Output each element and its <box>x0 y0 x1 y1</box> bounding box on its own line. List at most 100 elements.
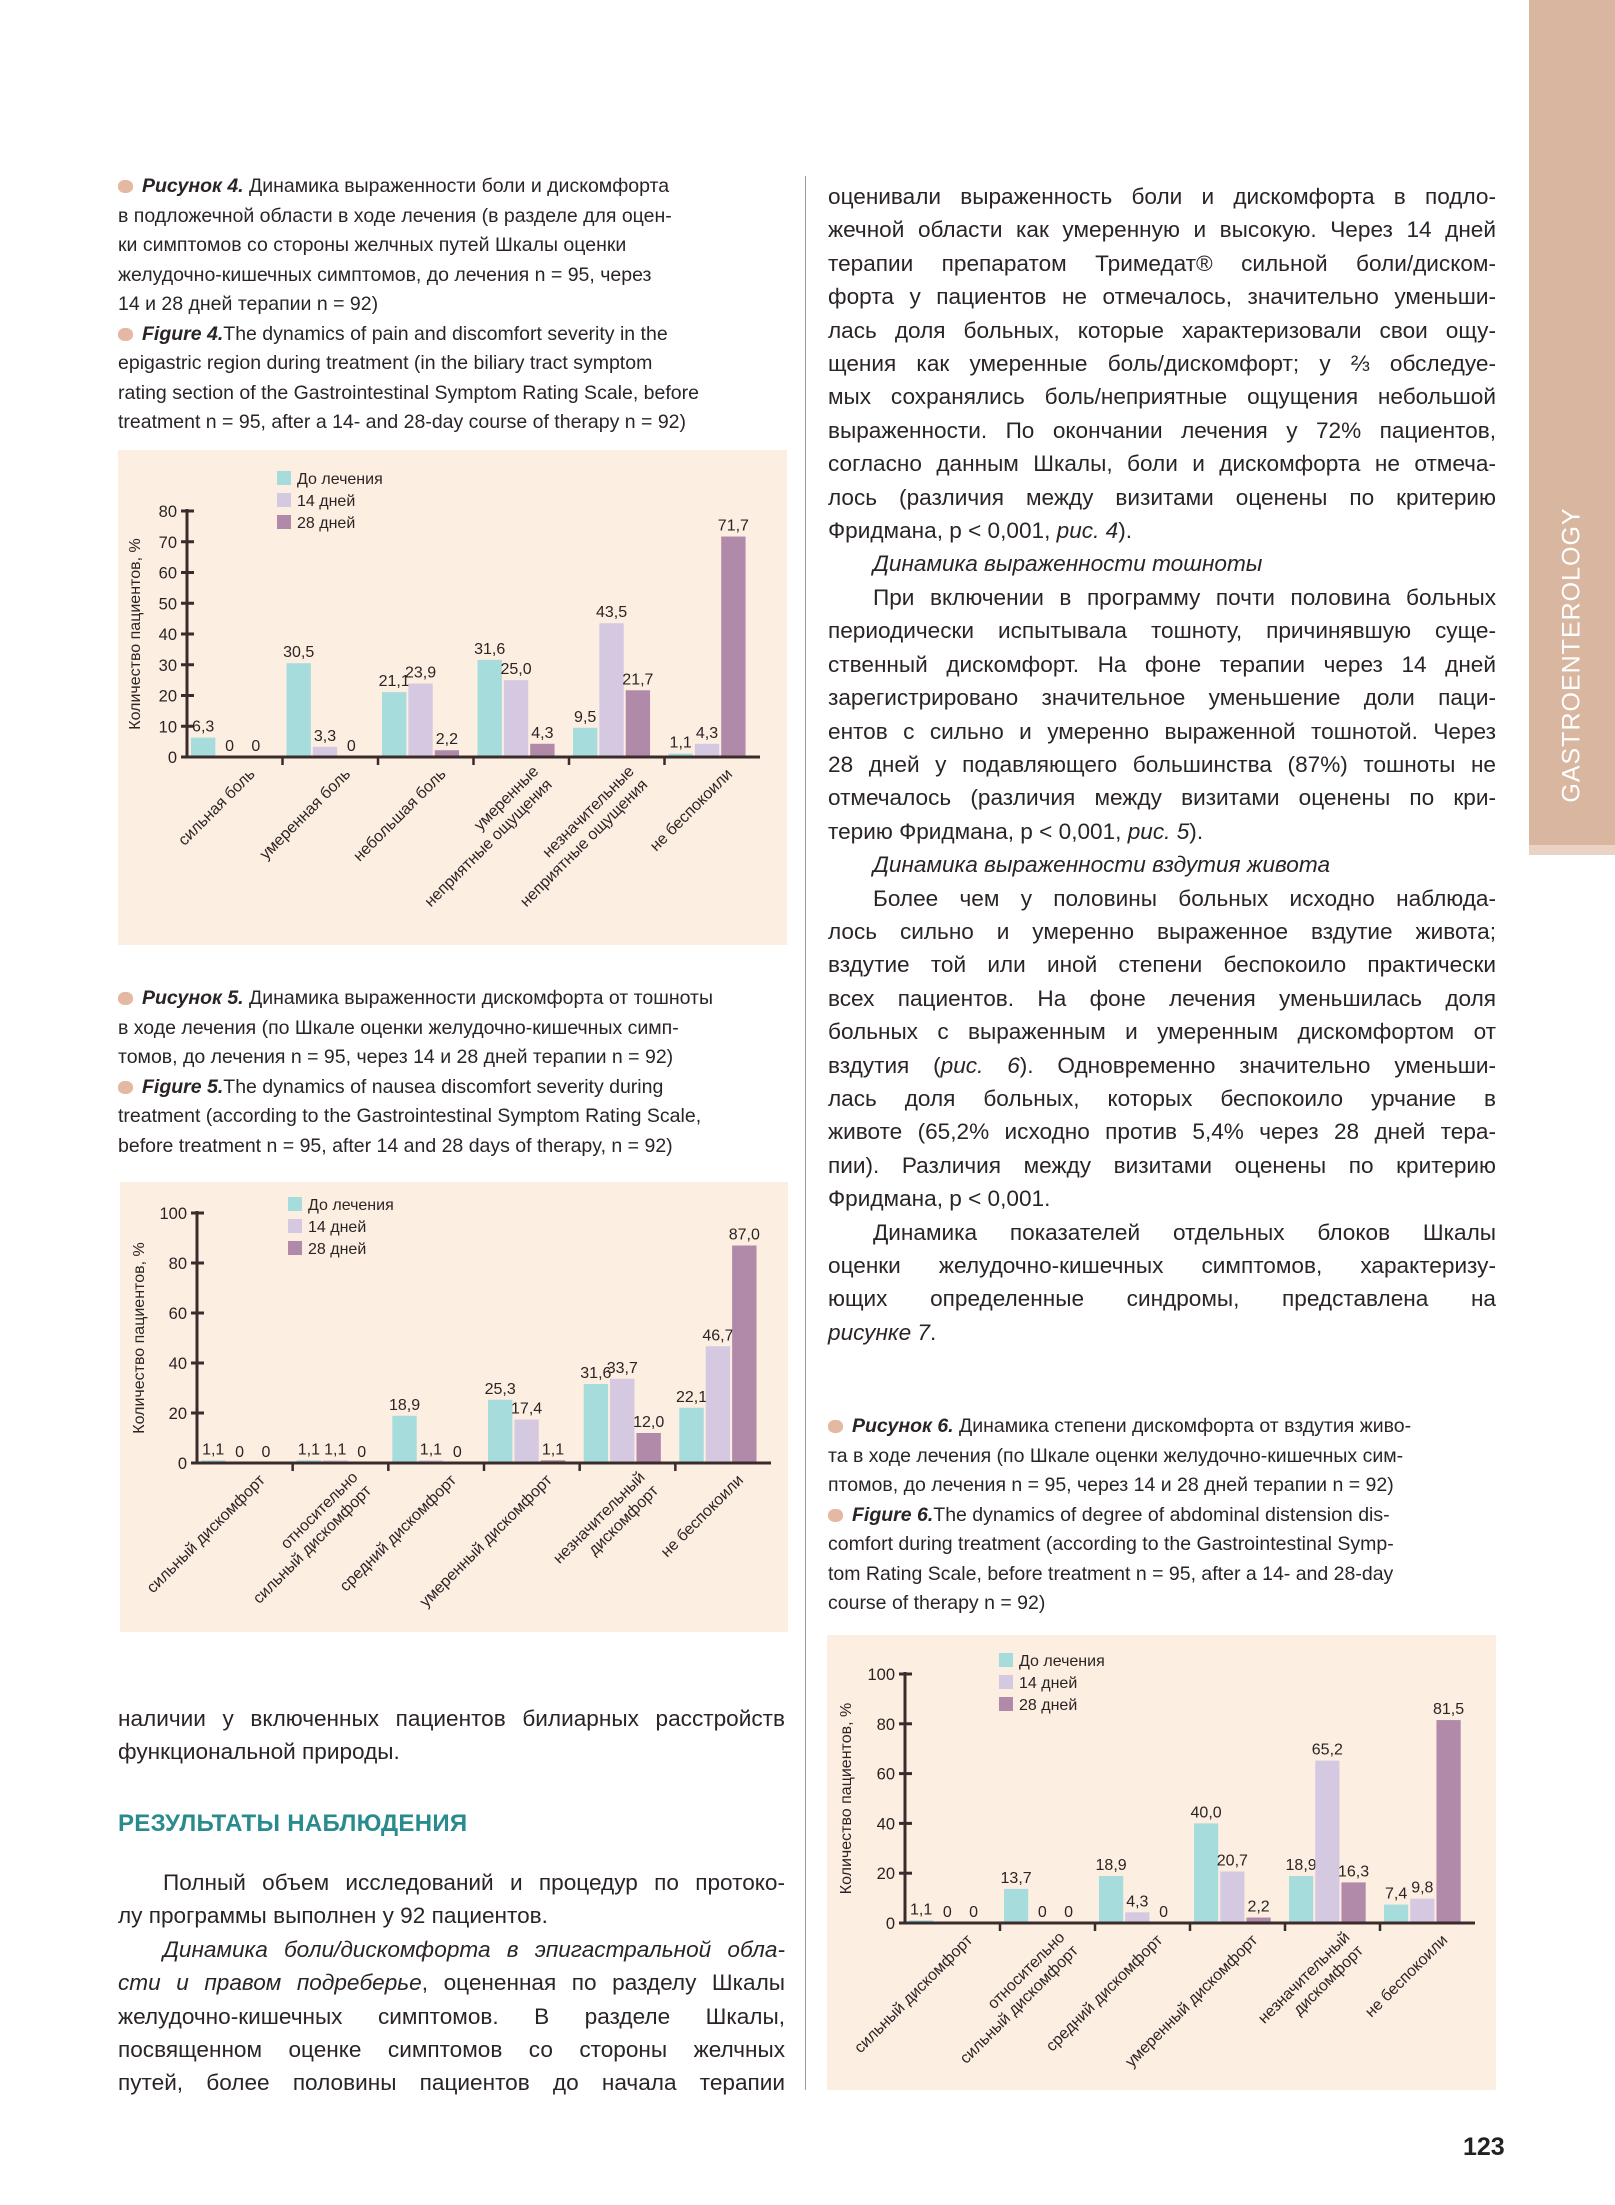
bar-value-label: 31,6 <box>474 641 505 658</box>
bar-value-label: 0 <box>262 1444 271 1461</box>
caption-text: The dynamics of pain and discomfort seve… <box>223 322 668 345</box>
text-line: жечной области как умеренную и высокую. … <box>828 213 1496 246</box>
text-line: Динамика выраженности тошноты <box>828 547 1496 580</box>
bar-value-label: 7,4 <box>1385 1886 1407 1903</box>
text-run: пии). Различия между визитами оценены по… <box>828 1152 1496 1178</box>
caption-line: 14 и 28 дней терапии n = 92) <box>118 290 699 320</box>
bar-value-label: 0 <box>235 1444 244 1461</box>
text-run: щения как умеренные боль/дискомфорт; у ⅔… <box>828 351 1496 377</box>
y-tick-label: 60 <box>877 1766 895 1784</box>
text-run: ). Одновременно значительно уменьши- <box>1019 1052 1496 1078</box>
caption-line: томов, до лечения n = 95, через 14 и 28 … <box>118 1043 713 1073</box>
caption-text: 14 и 28 дней терапии n = 92) <box>118 293 379 315</box>
caption-line: ки симптомов со стороны желчных путей Шк… <box>118 231 699 261</box>
text-line: больных с выраженным и умеренным дискомф… <box>828 1015 1496 1048</box>
text-line: пии). Различия между визитами оценены по… <box>828 1149 1496 1182</box>
caption-text: та в ходе лечения (по Шкале оценки желуд… <box>828 1444 1404 1467</box>
bar-value-label: 25,3 <box>485 1381 516 1398</box>
section-tab-label: GASTROENTEROLOGY <box>1557 507 1586 803</box>
caption-text: The dynamics of nausea discomfort severi… <box>223 1075 664 1098</box>
text-run: жечной области как умеренную и высокую. … <box>828 217 1496 243</box>
bar <box>323 1460 348 1462</box>
caption-line: tom Rating Scale, before treatment n = 9… <box>828 1560 1411 1590</box>
bar-value-label: 0 <box>1038 1904 1047 1921</box>
bar-value-label: 23,9 <box>405 665 436 682</box>
caption-text: epigastric region during treatment (in t… <box>118 352 653 374</box>
text-line: посвященном оценке симптомов со стороны … <box>118 2033 785 2066</box>
text-run: посвященном оценке симптомов со стороны … <box>118 2037 785 2063</box>
y-tick-label: 20 <box>877 1865 895 1883</box>
figure-label: Рисунок 5. <box>142 987 244 1009</box>
caption-text: ки симптомов со стороны желчных путей Шк… <box>118 234 627 256</box>
y-axis-label: Количество пациентов, % <box>838 1703 855 1894</box>
legend-swatch <box>277 515 291 529</box>
bar <box>573 727 598 756</box>
bar-value-label: 17,4 <box>511 1401 542 1418</box>
bar <box>392 1415 417 1462</box>
category-label: не беспокоили <box>658 1472 747 1561</box>
bar-value-label: 0 <box>225 738 234 755</box>
bar-value-label: 0 <box>969 1904 978 1921</box>
bullet-icon <box>118 180 133 193</box>
text-run: лось сильно и умеренно выраженное вздути… <box>828 918 1496 944</box>
text-run: . <box>929 1319 937 1345</box>
bar-value-label: 9,5 <box>574 709 596 726</box>
category-label-line: не беспокоили <box>1362 1932 1451 2021</box>
text-run: сти и правом подреберье <box>118 1970 422 1996</box>
bar-value-label: 20,7 <box>1217 1852 1248 1869</box>
legend-label: До лечения <box>308 1197 394 1214</box>
bar-value-label: 1,1 <box>324 1441 346 1458</box>
text-line: Динамика показателей отдельных блоков Шк… <box>828 1216 1496 1249</box>
text-line: При включении в программу почти половина… <box>828 581 1496 614</box>
bar <box>694 743 720 756</box>
bar-value-label: 30,5 <box>283 644 314 661</box>
bar-value-label: 6,3 <box>192 719 214 736</box>
text-line: Фридмана, p < 0,001. <box>828 1182 1496 1215</box>
category-label-line: не беспокоили <box>658 1472 747 1561</box>
text-run: согласно данным Шкалы, боли и дискомфорт… <box>828 451 1496 477</box>
text-line: Более чем у половины больных исходно наб… <box>828 882 1496 915</box>
text-line: Полный объем исследований и процедур по … <box>118 1866 785 1899</box>
y-tick-label: 60 <box>169 1305 187 1323</box>
text-line: лу программы выполнен у 92 пациентов. <box>118 1899 785 1932</box>
legend-swatch <box>999 1697 1013 1711</box>
bar <box>418 1460 444 1462</box>
y-tick-label: 20 <box>159 688 177 706</box>
bar <box>583 1384 609 1462</box>
text-run: Фридмана, p < 0,001. <box>828 1186 1051 1212</box>
bar <box>1384 1904 1409 1922</box>
bar <box>382 692 407 756</box>
bar-value-label: 1,1 <box>420 1441 442 1458</box>
text-run: мых сохранялись боль/неприятные ощущения… <box>828 384 1496 410</box>
category-label-line: небольшая боль <box>350 766 449 865</box>
legend-swatch <box>288 1197 302 1211</box>
bar-value-label: 81,5 <box>1433 1701 1464 1718</box>
bar-value-label: 1,1 <box>298 1441 320 1458</box>
text-line: зарегистрировано значительное уменьшение… <box>828 681 1496 714</box>
bar-value-label: 43,5 <box>596 604 627 621</box>
bar-value-label: 0 <box>357 1444 366 1461</box>
category-label-line: не беспокоили <box>647 766 736 855</box>
bar <box>286 663 311 756</box>
caption-line: птомов, до лечения n = 95, через 14 и 28… <box>828 1471 1411 1501</box>
caption-line: та в ходе лечения (по Шкале оценки желуд… <box>828 1442 1411 1472</box>
bar <box>721 536 746 756</box>
section-tab <box>1529 0 1615 845</box>
text-run: Динамика выраженности вздутия живота <box>873 852 1331 878</box>
bar-value-label: 0 <box>453 1444 462 1461</box>
text-run: рисунке 7 <box>828 1319 930 1345</box>
caption-line: before treatment n = 95, after 14 and 28… <box>118 1132 713 1162</box>
y-axis-label: Количество пациентов, % <box>127 538 144 729</box>
caption-line: Figure 6.The dynamics of degree of abdom… <box>828 1501 1411 1531</box>
bar-value-label: 18,9 <box>1096 1857 1127 1874</box>
y-tick-label: 40 <box>159 626 177 644</box>
y-tick-label: 100 <box>867 1666 895 1684</box>
text-run: , оцененная по разделу Шкалы <box>421 1970 785 1996</box>
bar-value-label: 1,1 <box>542 1441 564 1458</box>
category-label: небольшая боль <box>350 766 449 865</box>
text-line: всех пациентов. На фоне лечения уменьшил… <box>828 982 1496 1015</box>
y-tick-label: 70 <box>159 534 177 552</box>
y-tick-label: 80 <box>877 1716 895 1734</box>
legend-label: 28 дней <box>297 515 355 532</box>
bar <box>514 1419 539 1462</box>
